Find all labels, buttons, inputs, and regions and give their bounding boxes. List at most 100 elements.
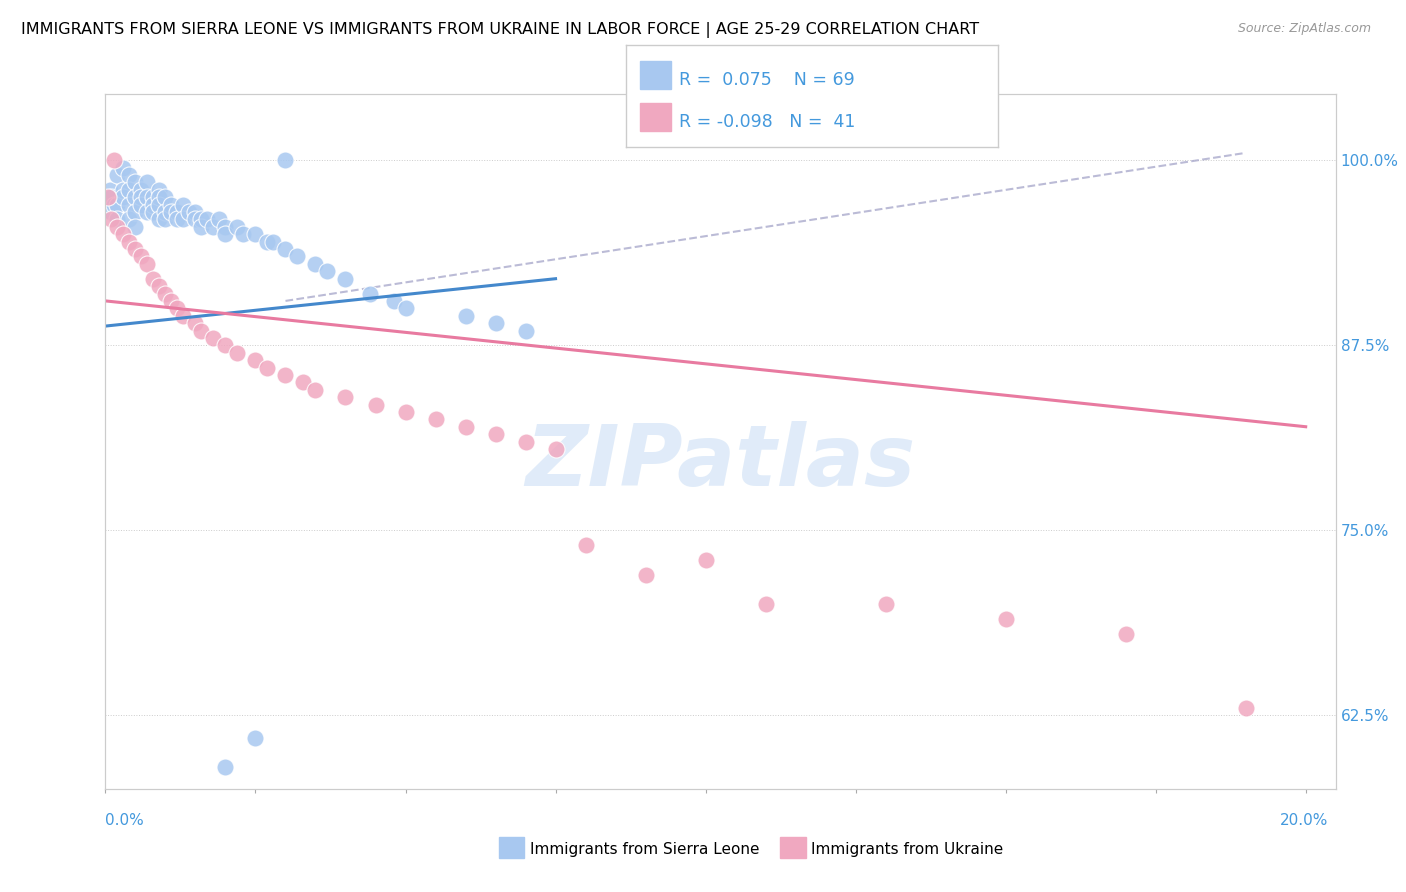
Point: [335, 271, 357, 285]
Point: [454, 419, 477, 434]
Point: [136, 176, 159, 190]
Point: [118, 235, 141, 249]
Point: [292, 376, 315, 390]
Point: [166, 212, 188, 227]
Text: R =  0.075    N = 69: R = 0.075 N = 69: [679, 71, 855, 89]
Point: [112, 161, 135, 175]
Point: [226, 219, 249, 234]
Point: [148, 212, 170, 227]
Point: [256, 235, 278, 249]
Point: [245, 227, 267, 242]
Point: [166, 205, 188, 219]
Point: [214, 338, 236, 352]
Point: [124, 242, 146, 256]
Point: [112, 190, 135, 204]
Point: [155, 212, 177, 227]
Point: [202, 331, 225, 345]
Point: [155, 190, 177, 204]
Point: [190, 324, 212, 338]
Point: [107, 219, 129, 234]
Point: [394, 405, 416, 419]
Point: [245, 731, 267, 745]
Point: [454, 309, 477, 323]
Point: [274, 153, 297, 168]
Point: [136, 190, 159, 204]
Point: [263, 235, 285, 249]
Point: [148, 190, 170, 204]
Point: [142, 205, 165, 219]
Point: [197, 212, 219, 227]
Point: [202, 219, 225, 234]
Point: [172, 212, 194, 227]
Point: [131, 250, 153, 264]
Point: [124, 205, 146, 219]
Point: [179, 205, 201, 219]
Text: R = -0.098   N =  41: R = -0.098 N = 41: [679, 113, 855, 131]
Point: [515, 434, 537, 449]
Point: [118, 212, 141, 227]
Point: [190, 219, 212, 234]
Point: [1234, 701, 1257, 715]
Point: [112, 183, 135, 197]
Point: [232, 227, 254, 242]
Point: [875, 598, 897, 612]
Point: [98, 183, 121, 197]
Point: [214, 760, 236, 774]
Point: [100, 212, 122, 227]
Point: [544, 442, 567, 456]
Point: [214, 219, 236, 234]
Point: [634, 567, 657, 582]
Point: [484, 316, 506, 330]
Point: [287, 250, 309, 264]
Text: Immigrants from Sierra Leone: Immigrants from Sierra Leone: [530, 842, 759, 856]
Point: [335, 390, 357, 404]
Point: [142, 271, 165, 285]
Point: [166, 301, 188, 316]
Point: [97, 190, 120, 204]
Point: [172, 197, 194, 211]
Point: [124, 176, 146, 190]
Point: [574, 538, 596, 552]
Point: [274, 368, 297, 382]
Point: [160, 293, 183, 308]
Point: [755, 598, 778, 612]
Point: [100, 190, 122, 204]
Point: [184, 212, 207, 227]
Text: ZIPatlas: ZIPatlas: [526, 421, 915, 504]
Point: [103, 153, 125, 168]
Point: [155, 205, 177, 219]
Point: [131, 197, 153, 211]
Text: IMMIGRANTS FROM SIERRA LEONE VS IMMIGRANTS FROM UKRAINE IN LABOR FORCE | AGE 25-: IMMIGRANTS FROM SIERRA LEONE VS IMMIGRAN…: [21, 22, 979, 38]
Point: [142, 197, 165, 211]
Text: Source: ZipAtlas.com: Source: ZipAtlas.com: [1237, 22, 1371, 36]
Point: [118, 183, 141, 197]
Point: [124, 190, 146, 204]
Point: [100, 205, 122, 219]
Text: Immigrants from Ukraine: Immigrants from Ukraine: [811, 842, 1004, 856]
Point: [118, 197, 141, 211]
Point: [103, 197, 125, 211]
Point: [172, 309, 194, 323]
Point: [148, 197, 170, 211]
Point: [124, 219, 146, 234]
Point: [118, 168, 141, 182]
Point: [184, 316, 207, 330]
Point: [994, 612, 1017, 626]
Point: [425, 412, 447, 426]
Point: [160, 197, 183, 211]
Point: [190, 212, 212, 227]
Point: [131, 183, 153, 197]
Point: [107, 212, 129, 227]
Point: [515, 324, 537, 338]
Point: [131, 190, 153, 204]
Point: [304, 383, 326, 397]
Text: 20.0%: 20.0%: [1281, 814, 1329, 828]
Point: [245, 353, 267, 368]
Point: [1115, 627, 1137, 641]
Point: [160, 205, 183, 219]
Point: [142, 190, 165, 204]
Point: [208, 212, 231, 227]
Point: [364, 398, 387, 412]
Text: 0.0%: 0.0%: [105, 814, 145, 828]
Point: [155, 286, 177, 301]
